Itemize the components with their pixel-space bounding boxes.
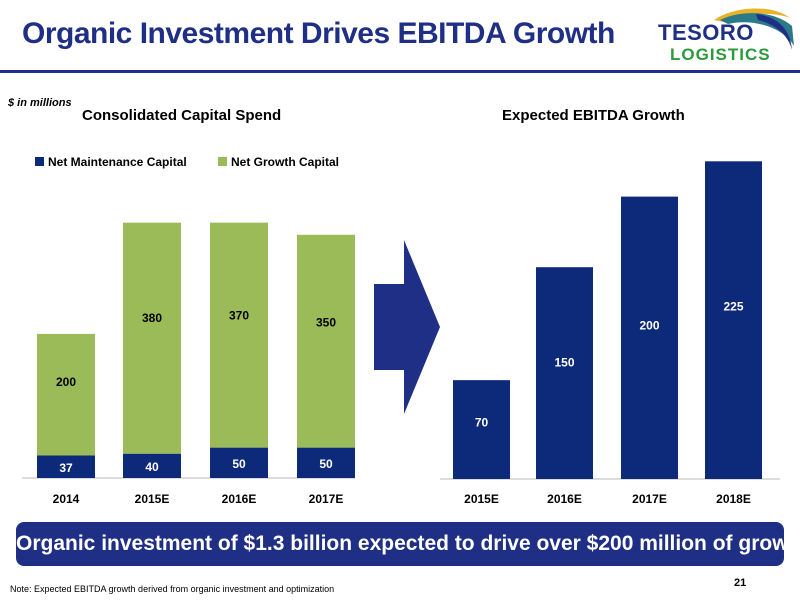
bar-growth-2014 — [37, 333, 95, 456]
label-ebitda-2018E: 225 — [723, 300, 743, 314]
logo-swoosh-icon — [714, 8, 794, 50]
bar-ebitda-2016E — [536, 267, 593, 479]
bar-ebitda-2017E — [621, 196, 678, 479]
right-arrow-icon — [374, 240, 440, 414]
bar-ebitda-2018E — [705, 161, 762, 480]
legend-label-growth: Net Growth Capital — [231, 155, 340, 169]
label-growth-2016E: 370 — [229, 308, 249, 322]
label-maintenance-2015E: 40 — [145, 460, 159, 474]
legend-swatch-growth — [218, 157, 227, 166]
legend-item-growth: Net Growth Capital — [218, 155, 339, 169]
page-title: Organic Investment Drives EBITDA Growth — [22, 17, 615, 50]
tesoro-logistics-logo: TESORO LOGISTICS — [644, 6, 794, 66]
capital-spend-chart: 37 200 2014 40 380 2015E 50 370 2016E 50 350 2017E — [22, 222, 355, 506]
label-growth-2017E: 350 — [316, 315, 336, 329]
title-divider — [0, 70, 800, 73]
chart2-tick-2016E: 2016E — [547, 492, 582, 506]
units-note: $ in millions — [8, 97, 72, 109]
chart1-tick-2016E: 2016E — [222, 492, 257, 506]
bar-growth-2016E — [210, 222, 268, 448]
bar-growth-2015E — [123, 222, 181, 454]
label-growth-2014: 200 — [56, 375, 76, 389]
bar-maintenance-2016E — [210, 447, 268, 478]
label-maintenance-2017E: 50 — [319, 457, 333, 471]
bar-ebitda-2015E — [453, 380, 510, 479]
bar-maintenance-2014 — [37, 455, 95, 478]
chart2-tick-2018E: 2018E — [716, 492, 751, 506]
bar-maintenance-2015E — [123, 453, 181, 478]
page-number: 21 — [734, 577, 747, 589]
label-maintenance-2014: 37 — [59, 461, 73, 475]
label-ebitda-2017E: 200 — [639, 318, 659, 332]
logo-line1: TESORO — [658, 20, 754, 45]
footnote: Note: Expected EBITDA growth derived fro… — [10, 584, 335, 594]
chart1-tick-2017E: 2017E — [309, 492, 344, 506]
legend-label-maintenance: Net Maintenance Capital — [48, 155, 187, 169]
legend-swatch-maintenance — [35, 157, 44, 166]
chart1-tick-2015E: 2015E — [135, 492, 170, 506]
chart2-title: Expected EBITDA Growth — [502, 107, 685, 124]
label-growth-2015E: 380 — [142, 311, 162, 325]
chart1-title: Consolidated Capital Spend — [82, 107, 282, 124]
summary-banner: Organic investment of $1.3 billion expec… — [16, 522, 800, 566]
legend-item-maintenance: Net Maintenance Capital — [35, 155, 187, 169]
logo-line2: LOGISTICS — [670, 45, 771, 64]
chart2-tick-2017E: 2017E — [632, 492, 667, 506]
chart2-tick-2015E: 2015E — [464, 492, 499, 506]
bar-growth-2017E — [297, 234, 355, 448]
ebitda-growth-chart: 70 2015E 150 2016E 200 2017E 225 2018E — [440, 161, 780, 506]
label-ebitda-2016E: 150 — [554, 356, 574, 370]
bar-maintenance-2017E — [297, 447, 355, 478]
label-ebitda-2015E: 70 — [475, 416, 489, 430]
chart1-tick-2014: 2014 — [53, 492, 80, 506]
label-maintenance-2016E: 50 — [232, 457, 246, 471]
